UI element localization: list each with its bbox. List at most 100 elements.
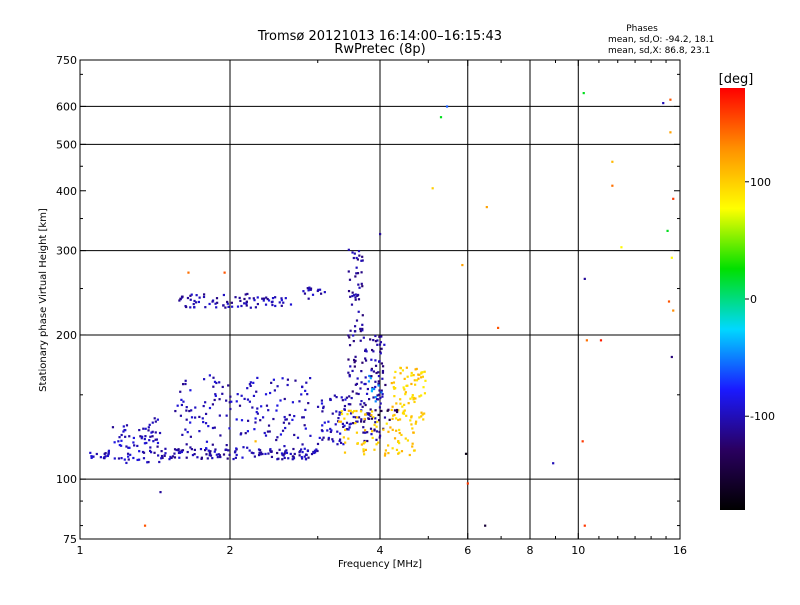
data-point bbox=[248, 400, 251, 403]
data-point bbox=[397, 440, 400, 443]
data-point bbox=[338, 413, 341, 416]
data-point bbox=[366, 439, 369, 443]
data-point bbox=[327, 436, 330, 440]
data-point bbox=[343, 424, 346, 427]
data-point bbox=[330, 429, 333, 432]
data-point bbox=[344, 441, 347, 444]
data-point bbox=[304, 389, 307, 392]
data-point bbox=[393, 413, 396, 417]
data-point bbox=[211, 443, 214, 446]
data-point bbox=[338, 438, 342, 441]
data-point bbox=[407, 402, 410, 405]
data-point bbox=[339, 432, 342, 435]
data-point bbox=[321, 410, 324, 413]
data-point bbox=[420, 376, 423, 379]
data-point bbox=[222, 304, 225, 307]
data-point bbox=[372, 338, 375, 342]
data-point bbox=[393, 376, 396, 379]
data-point bbox=[106, 454, 109, 458]
data-point bbox=[153, 417, 156, 420]
data-point bbox=[204, 401, 207, 404]
data-point bbox=[331, 412, 334, 415]
data-point bbox=[151, 421, 154, 424]
data-point bbox=[269, 448, 272, 451]
data-point bbox=[156, 418, 159, 421]
data-point bbox=[180, 403, 183, 407]
data-point bbox=[276, 385, 279, 388]
data-point bbox=[303, 292, 307, 295]
x-axis: 1 2 4 6 8 10 16 bbox=[77, 60, 687, 557]
data-point bbox=[369, 338, 372, 341]
data-point bbox=[179, 414, 183, 417]
data-point bbox=[389, 426, 392, 429]
data-point bbox=[246, 387, 249, 390]
data-point bbox=[345, 421, 349, 424]
data-point bbox=[351, 251, 354, 254]
data-point bbox=[124, 429, 127, 432]
data-point bbox=[177, 449, 180, 452]
data-point bbox=[362, 442, 365, 445]
data-point bbox=[304, 457, 308, 460]
data-point bbox=[322, 405, 325, 408]
data-point bbox=[431, 187, 434, 190]
data-point bbox=[205, 440, 209, 443]
data-point bbox=[304, 453, 308, 456]
data-point bbox=[193, 453, 196, 456]
data-point bbox=[266, 430, 270, 433]
data-point bbox=[379, 352, 382, 355]
data-point bbox=[361, 361, 364, 364]
data-point bbox=[390, 408, 393, 412]
data-point bbox=[95, 452, 98, 456]
data-point bbox=[304, 427, 307, 430]
stats-o-mode: mean, sd,O: -94.2, 18.1 bbox=[608, 35, 714, 45]
data-point bbox=[306, 287, 309, 290]
data-point bbox=[403, 388, 406, 391]
data-point bbox=[300, 455, 303, 459]
data-point bbox=[259, 453, 262, 456]
data-point bbox=[384, 452, 387, 455]
data-point bbox=[585, 339, 588, 342]
data-point bbox=[387, 444, 390, 447]
data-point bbox=[351, 294, 354, 298]
data-point bbox=[382, 428, 385, 431]
data-point bbox=[360, 259, 363, 262]
x-tick-label: 16 bbox=[673, 544, 687, 557]
data-point bbox=[189, 306, 192, 309]
data-point bbox=[302, 290, 305, 293]
data-point bbox=[190, 409, 193, 412]
data-point bbox=[215, 297, 219, 300]
data-point bbox=[235, 447, 238, 450]
data-point bbox=[345, 396, 348, 399]
data-point bbox=[336, 430, 339, 433]
data-point bbox=[222, 293, 225, 297]
data-point bbox=[582, 91, 585, 95]
data-point bbox=[301, 385, 304, 388]
data-point bbox=[125, 445, 128, 448]
data-point bbox=[406, 384, 409, 387]
data-point bbox=[190, 448, 193, 451]
data-point bbox=[168, 458, 171, 461]
data-point bbox=[147, 429, 150, 432]
data-point bbox=[327, 438, 330, 441]
data-point bbox=[222, 453, 226, 456]
data-point bbox=[395, 402, 398, 405]
data-point bbox=[244, 432, 247, 435]
data-point bbox=[351, 291, 354, 294]
data-point bbox=[214, 448, 217, 451]
data-point bbox=[391, 447, 394, 450]
data-point bbox=[599, 339, 603, 342]
data-point bbox=[411, 427, 414, 430]
data-point bbox=[309, 287, 313, 290]
data-point bbox=[359, 387, 362, 390]
data-point bbox=[414, 383, 417, 386]
data-point bbox=[365, 392, 369, 395]
data-point bbox=[485, 205, 488, 209]
data-point bbox=[215, 381, 218, 385]
data-point bbox=[370, 414, 373, 417]
data-point bbox=[398, 428, 401, 432]
data-point bbox=[156, 441, 160, 445]
data-point bbox=[316, 289, 319, 293]
data-point bbox=[289, 303, 293, 306]
data-point bbox=[355, 272, 358, 275]
data-point bbox=[300, 393, 303, 396]
